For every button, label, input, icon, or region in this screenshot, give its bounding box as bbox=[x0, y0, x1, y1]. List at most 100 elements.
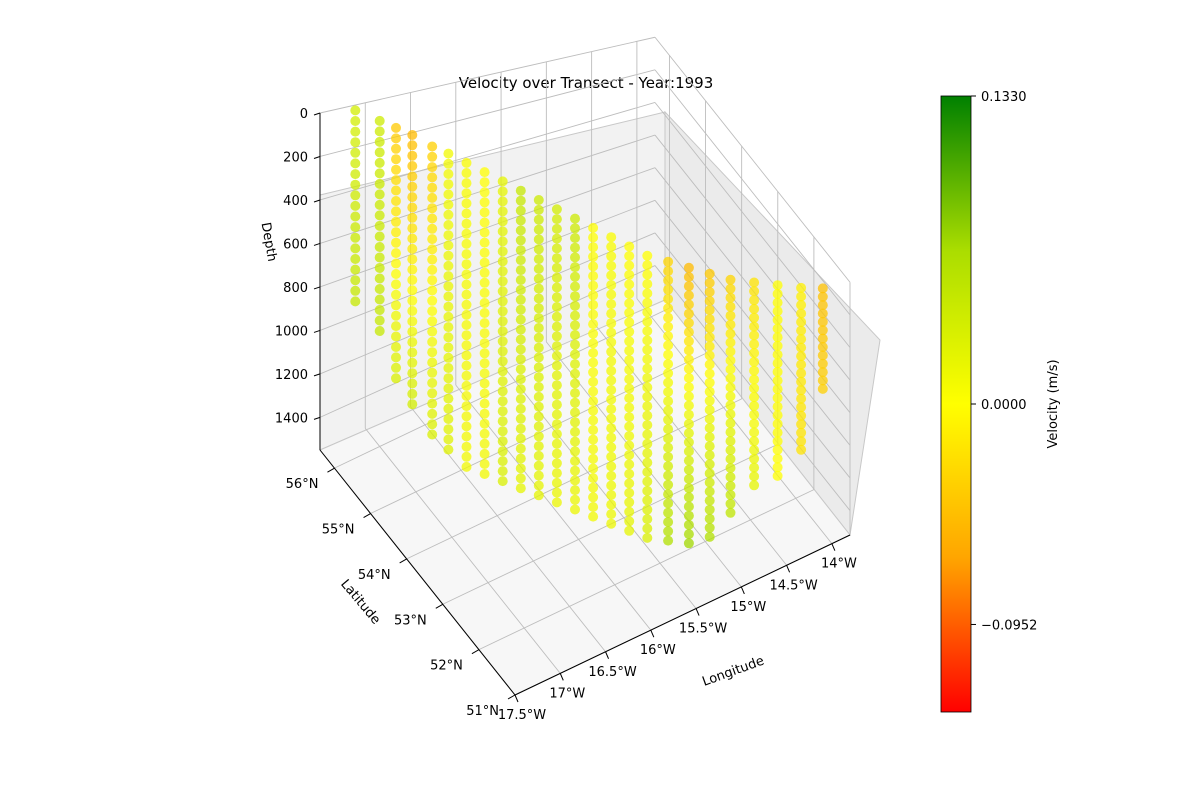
point-9-25 bbox=[515, 433, 526, 444]
point-2-6 bbox=[391, 185, 401, 196]
point-13-11 bbox=[588, 328, 599, 339]
point-20-20 bbox=[725, 454, 736, 464]
grid-floor-lat-1 bbox=[478, 489, 815, 651]
point-19-14 bbox=[704, 395, 715, 406]
point-6-14 bbox=[461, 299, 472, 310]
point-14-8 bbox=[606, 308, 617, 319]
point-6-27 bbox=[461, 431, 472, 442]
point-19-5 bbox=[704, 314, 715, 325]
y-tick-label-3: 54°N bbox=[358, 568, 391, 583]
colorbar-ticks: 0.1330 0.0000 −0.0952 bbox=[971, 90, 1037, 633]
point-10-13 bbox=[533, 323, 544, 333]
z-tick-mark-4 bbox=[313, 286, 321, 290]
point-11-29 bbox=[551, 487, 562, 498]
point-5-2 bbox=[443, 169, 454, 179]
point-15-20 bbox=[624, 431, 635, 441]
point-14-22 bbox=[606, 442, 617, 453]
point-14-0 bbox=[606, 232, 617, 243]
colorbar-label: Velocity (m/s) bbox=[1046, 359, 1061, 448]
point-17-16 bbox=[663, 405, 674, 416]
point-7-12 bbox=[479, 287, 490, 298]
point-9-24 bbox=[515, 423, 526, 434]
point-17-15 bbox=[663, 396, 674, 407]
point-8-28 bbox=[497, 456, 508, 467]
grid-side-depth-2 bbox=[654, 102, 851, 348]
point-9-0 bbox=[515, 185, 526, 196]
point-15-21 bbox=[624, 440, 635, 451]
point-8-25 bbox=[497, 426, 508, 437]
point-12-12 bbox=[570, 330, 580, 340]
point-6-21 bbox=[461, 370, 472, 381]
point-18-12 bbox=[683, 373, 694, 383]
point-13-8 bbox=[588, 299, 599, 310]
point-0-2 bbox=[350, 126, 361, 137]
point-0-0 bbox=[350, 105, 361, 116]
point-12-23 bbox=[570, 436, 580, 447]
point-7-22 bbox=[479, 388, 490, 399]
z-tick-label-6: 1200 bbox=[275, 368, 308, 383]
point-13-18 bbox=[588, 396, 599, 407]
point-5-19 bbox=[443, 342, 454, 353]
point-20-10 bbox=[725, 364, 736, 375]
point-3-26 bbox=[407, 399, 418, 410]
point-16-10 bbox=[642, 344, 653, 355]
grid-side-depth-1 bbox=[654, 69, 851, 316]
point-13-15 bbox=[588, 367, 599, 378]
point-22-12 bbox=[772, 384, 783, 395]
point-17-17 bbox=[663, 414, 674, 425]
point-18-2 bbox=[683, 281, 694, 292]
point-10-24 bbox=[533, 431, 544, 442]
station-4 bbox=[427, 141, 438, 440]
point-2-9 bbox=[391, 216, 401, 227]
point-19-29 bbox=[704, 531, 715, 542]
point-2-3 bbox=[391, 154, 401, 165]
point-14-17 bbox=[606, 394, 617, 405]
point-20-3 bbox=[725, 301, 736, 312]
point-12-3 bbox=[570, 242, 580, 253]
point-12-25 bbox=[570, 456, 580, 466]
point-15-4 bbox=[624, 279, 635, 290]
point-14-15 bbox=[606, 375, 617, 386]
point-1-19 bbox=[374, 315, 385, 326]
point-3-13 bbox=[407, 264, 418, 275]
point-9-18 bbox=[515, 364, 526, 375]
point-17-22 bbox=[663, 461, 674, 472]
point-16-13 bbox=[642, 373, 653, 383]
point-3-23 bbox=[407, 368, 418, 379]
point-4-17 bbox=[427, 316, 438, 327]
point-4-12 bbox=[427, 264, 438, 275]
z-tick-label-0: 0 bbox=[300, 107, 308, 122]
point-1-15 bbox=[374, 273, 385, 284]
point-12-7 bbox=[570, 281, 580, 292]
point-13-0 bbox=[588, 222, 599, 233]
point-21-15 bbox=[749, 409, 760, 420]
point-18-18 bbox=[683, 428, 694, 439]
point-6-3 bbox=[461, 188, 472, 199]
point-18-29 bbox=[683, 529, 694, 540]
point-3-15 bbox=[407, 285, 418, 296]
point-22-21 bbox=[772, 462, 783, 473]
point-16-5 bbox=[642, 297, 653, 308]
point-19-11 bbox=[704, 368, 715, 379]
point-18-27 bbox=[683, 510, 694, 521]
point-6-2 bbox=[461, 178, 472, 189]
point-12-0 bbox=[570, 213, 580, 224]
point-19-8 bbox=[704, 341, 715, 352]
point-20-25 bbox=[725, 498, 736, 509]
point-9-13 bbox=[515, 314, 526, 325]
point-10-12 bbox=[533, 313, 544, 324]
point-23-17 bbox=[796, 427, 807, 438]
point-5-4 bbox=[443, 189, 454, 200]
point-23-15 bbox=[796, 410, 807, 421]
point-9-15 bbox=[515, 334, 526, 345]
point-2-22 bbox=[391, 352, 401, 363]
point-5-25 bbox=[443, 403, 454, 414]
x-tick-mark-7 bbox=[831, 543, 836, 551]
point-12-4 bbox=[570, 252, 580, 263]
point-17-19 bbox=[663, 433, 674, 444]
point-7-25 bbox=[479, 418, 490, 429]
point-15-6 bbox=[624, 298, 635, 309]
point-17-26 bbox=[663, 498, 674, 509]
point-11-3 bbox=[551, 233, 562, 244]
point-3-20 bbox=[407, 337, 418, 348]
